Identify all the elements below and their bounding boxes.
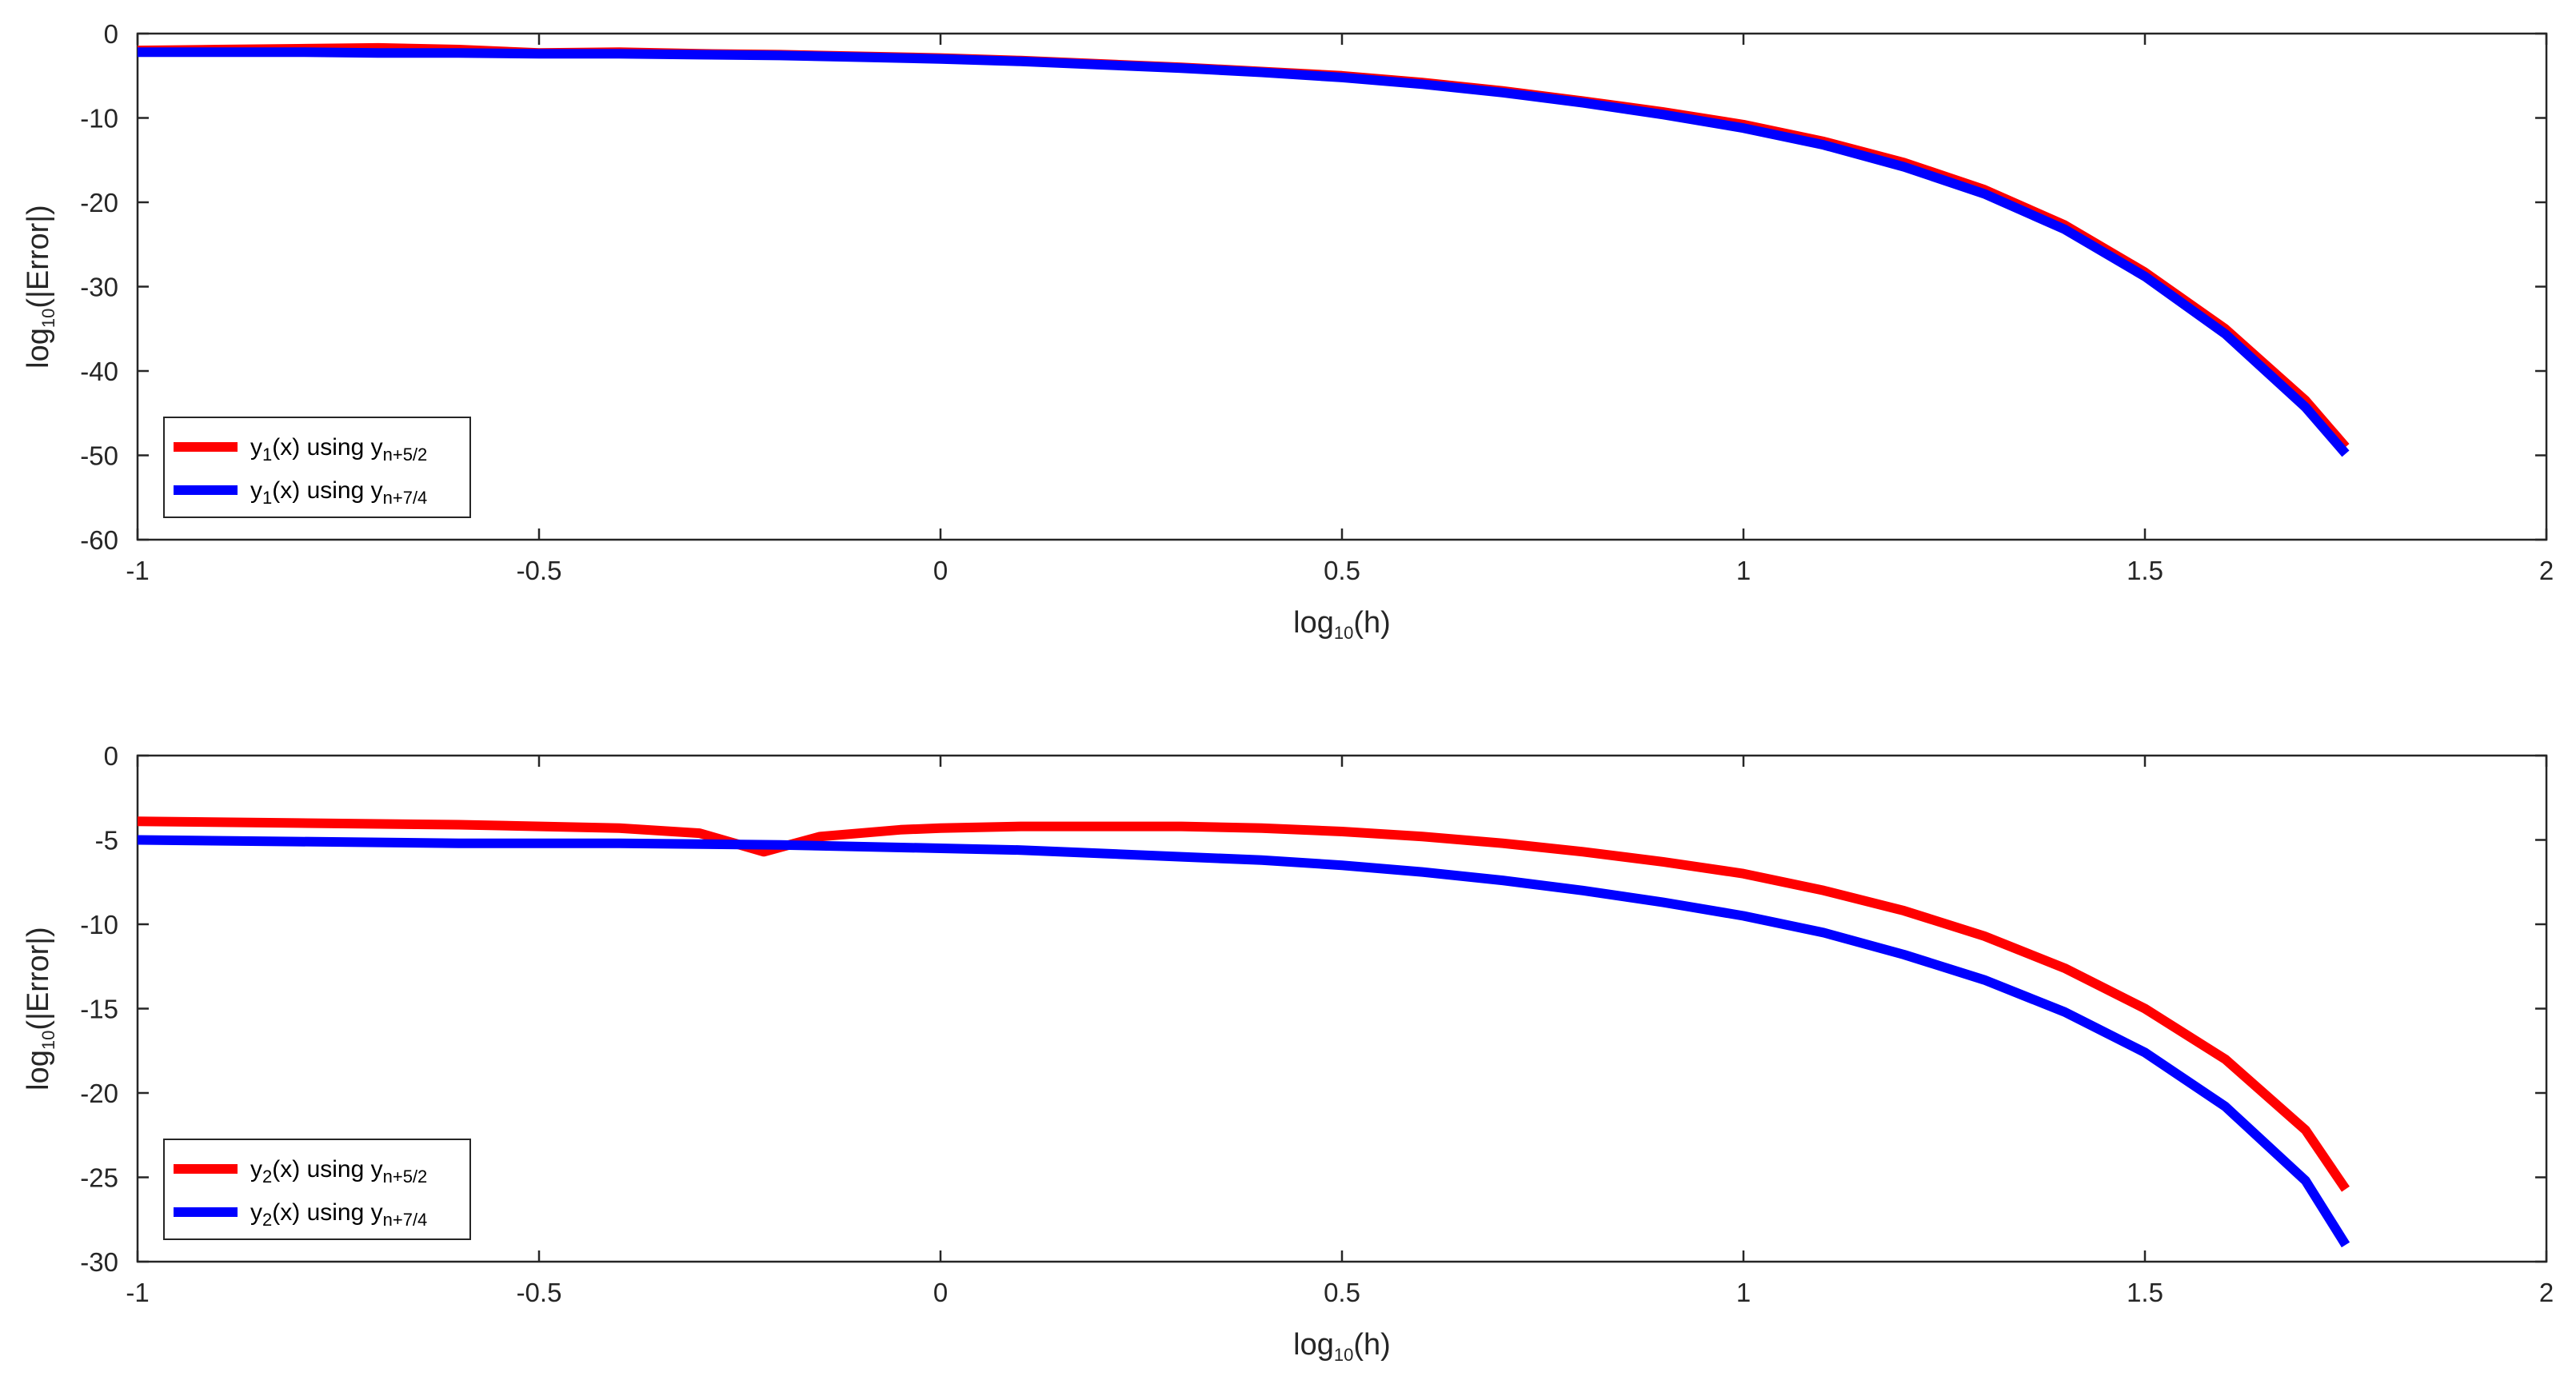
bottom-legend-box <box>163 1139 471 1240</box>
top-y-tick-label: -40 <box>80 357 118 386</box>
bottom-y-tick-label: -15 <box>80 995 118 1024</box>
bottom-x-tick-label: -0.5 <box>517 1278 562 1307</box>
top-legend-entry: y1(x) using yn+5/2 <box>250 434 427 465</box>
bottom-y-tick-label: -30 <box>80 1247 118 1277</box>
bottom-x-tick-label: 1.5 <box>2127 1278 2163 1307</box>
bottom-legend-entry: y2(x) using yn+5/2 <box>250 1156 427 1187</box>
bottom-y-tick-label: -5 <box>95 826 118 856</box>
top-x-tick-label: 2 <box>2539 556 2554 585</box>
bottom-y-tick-label: -25 <box>80 1163 118 1193</box>
top-x-tick-label: 1 <box>1736 556 1751 585</box>
bottom-x-tick-label: -1 <box>126 1278 149 1307</box>
top-subplot: -1 -0.5 0 0.5 1 1.5 2 0 -10 -20 -30 -40 -50 -60 log10(… <box>22 19 2554 643</box>
bottom-series-line-red <box>137 816 2350 1192</box>
top-series-line-blue <box>138 47 2350 457</box>
top-legend-box <box>163 417 471 518</box>
top-axes-box <box>136 32 2548 541</box>
bottom-y-tick-label: -20 <box>80 1079 118 1108</box>
bottom-subplot: -1 -0.5 0 0.5 1 1.5 2 0 -5 -10 -15 -20 -25 -30 log10(h… <box>22 741 2554 1365</box>
bottom-y-tick-label: 0 <box>104 741 118 771</box>
top-legend-entry: y1(x) using yn+7/4 <box>250 477 427 508</box>
top-x-axis-label: log10(h) <box>1293 606 1391 643</box>
top-y-axis-label: log10(|Error|) <box>22 205 58 369</box>
top-y-tick-label: -10 <box>80 104 118 134</box>
bottom-x-tick-label: 1 <box>1736 1278 1751 1307</box>
top-y-tick-label: -50 <box>80 441 118 471</box>
top-y-tick-label: -30 <box>80 273 118 302</box>
bottom-x-tick-label: 2 <box>2539 1278 2554 1307</box>
bottom-x-tick-label: 0 <box>933 1278 948 1307</box>
bottom-x-tick-label: 0.5 <box>1324 1278 1360 1307</box>
top-y-tick-label: -20 <box>80 188 118 217</box>
bottom-legend-entry: y2(x) using yn+7/4 <box>250 1199 427 1230</box>
bottom-x-axis-label: log10(h) <box>1293 1328 1391 1365</box>
top-x-tick-label: 0.5 <box>1324 556 1360 585</box>
top-x-tick-label: 1.5 <box>2127 556 2163 585</box>
bottom-series-line-blue <box>137 835 2350 1248</box>
bottom-y-tick-label: -10 <box>80 910 118 939</box>
bottom-y-axis-label: log10(|Error|) <box>22 927 58 1091</box>
top-x-tick-label: 0 <box>933 556 948 585</box>
top-y-tick-label: 0 <box>104 19 118 49</box>
top-x-tick-label: -1 <box>126 556 149 585</box>
top-y-tick-label: -60 <box>80 525 118 555</box>
top-x-tick-label: -0.5 <box>517 556 562 585</box>
